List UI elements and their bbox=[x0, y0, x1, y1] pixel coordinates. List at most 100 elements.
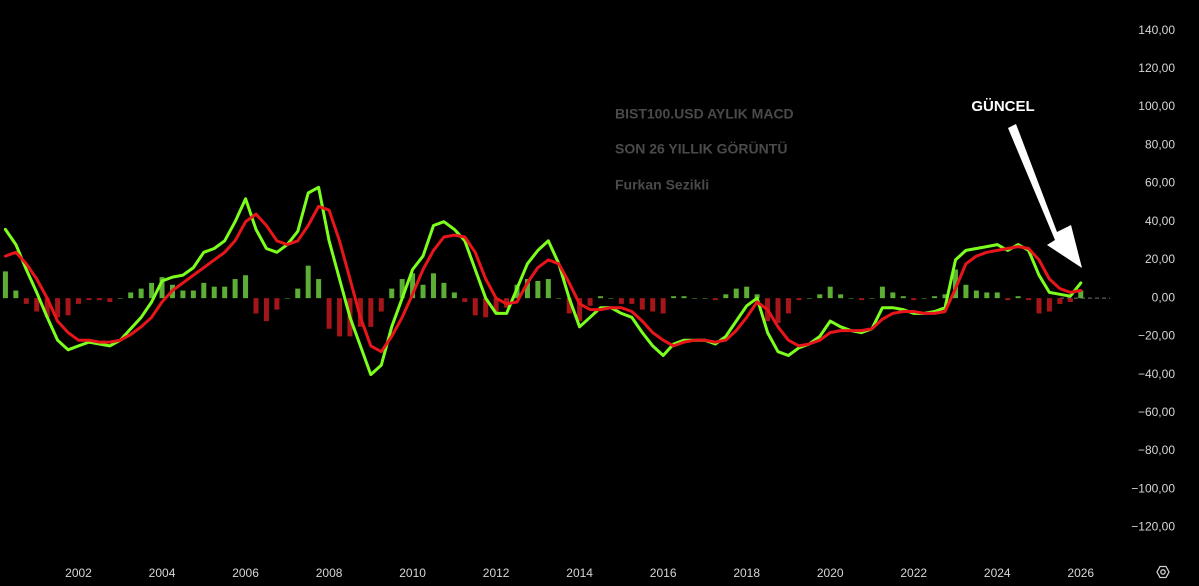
histogram-bar bbox=[869, 298, 875, 299]
histogram-bar bbox=[305, 265, 311, 299]
histogram-bar bbox=[1036, 298, 1042, 314]
histogram-bar bbox=[232, 279, 238, 299]
histogram-bar bbox=[556, 298, 562, 299]
callout: GÜNCEL bbox=[971, 98, 1034, 115]
histogram-bar bbox=[1005, 298, 1011, 301]
y-tick-label: 0,00 bbox=[1152, 290, 1176, 304]
y-tick-label: 20,00 bbox=[1145, 252, 1175, 266]
histogram-bar bbox=[942, 294, 948, 299]
histogram-bar bbox=[44, 298, 50, 318]
histogram-bar bbox=[1026, 298, 1032, 301]
histogram-bar bbox=[138, 288, 144, 299]
histogram-bar bbox=[608, 298, 614, 299]
series-line bbox=[3, 185, 1083, 377]
histogram-bar bbox=[410, 273, 416, 299]
histogram-bar bbox=[462, 298, 468, 302]
histogram-bar bbox=[117, 298, 123, 299]
histogram-bar bbox=[890, 292, 896, 299]
histogram-bar bbox=[691, 298, 697, 299]
histogram-bar bbox=[253, 298, 259, 314]
x-tick-label: 2010 bbox=[399, 566, 426, 580]
histogram-bar bbox=[733, 288, 739, 299]
histogram-bar bbox=[284, 298, 290, 299]
x-tick-label: 2026 bbox=[1067, 566, 1094, 580]
histogram-bar bbox=[451, 292, 457, 299]
histogram-bar bbox=[545, 279, 551, 299]
histogram-bar bbox=[472, 298, 478, 316]
y-tick-label: −100,00 bbox=[1131, 481, 1175, 495]
histogram-bar bbox=[702, 298, 708, 299]
histogram-bar bbox=[23, 298, 29, 304]
histogram-bar bbox=[827, 286, 833, 299]
histogram-bar bbox=[671, 296, 677, 299]
y-tick-label: −80,00 bbox=[1138, 443, 1175, 457]
histogram-bar bbox=[1057, 298, 1063, 304]
y-tick-label: 140,00 bbox=[1138, 23, 1175, 37]
histogram-bar bbox=[326, 298, 332, 329]
y-tick-label: 60,00 bbox=[1145, 176, 1175, 190]
histogram-bar bbox=[378, 298, 384, 312]
histogram-bar bbox=[295, 288, 301, 299]
histogram-bar bbox=[994, 292, 1000, 299]
histogram-bar bbox=[754, 294, 760, 299]
histogram-bar bbox=[128, 292, 134, 299]
histogram-bar bbox=[180, 290, 186, 299]
histogram-bar bbox=[712, 298, 718, 301]
histogram-bar bbox=[107, 298, 113, 302]
histogram-bar bbox=[963, 284, 969, 299]
histogram-bar bbox=[775, 298, 781, 324]
x-tick-label: 2002 bbox=[65, 566, 92, 580]
histogram-bar bbox=[65, 298, 71, 316]
histogram-bar bbox=[399, 279, 405, 299]
histogram-bar bbox=[201, 282, 207, 299]
x-tick-label: 2016 bbox=[650, 566, 677, 580]
histogram-bar bbox=[681, 296, 687, 299]
callout-arrow bbox=[1008, 124, 1082, 268]
histogram-bar bbox=[650, 298, 656, 312]
settings-icon[interactable] bbox=[1156, 565, 1170, 579]
x-tick-label: 2006 bbox=[232, 566, 259, 580]
y-tick-label: −40,00 bbox=[1138, 367, 1175, 381]
histogram-bar bbox=[817, 294, 823, 299]
histogram-bar bbox=[932, 296, 938, 299]
histogram-bar bbox=[274, 298, 280, 310]
histogram-bar bbox=[629, 298, 635, 304]
annotation: SON 26 YILLIK GÖRÜNTÜ bbox=[615, 141, 787, 157]
histogram-bar bbox=[723, 294, 729, 299]
x-tick-label: 2020 bbox=[817, 566, 844, 580]
histogram-bar bbox=[984, 292, 990, 299]
histogram-bar bbox=[1078, 290, 1084, 299]
x-tick-label: 2022 bbox=[900, 566, 927, 580]
histogram-bar bbox=[973, 290, 979, 299]
y-tick-label: 80,00 bbox=[1145, 137, 1175, 151]
histogram-bar bbox=[420, 284, 426, 299]
histogram-bar bbox=[879, 286, 885, 299]
y-tick-label: 40,00 bbox=[1145, 214, 1175, 228]
histogram-bar bbox=[483, 298, 489, 318]
histogram-bar bbox=[222, 286, 228, 299]
y-tick-label: −60,00 bbox=[1138, 405, 1175, 419]
histogram-bar bbox=[76, 298, 82, 304]
histogram-bar bbox=[96, 298, 102, 301]
histogram-bar bbox=[587, 298, 593, 306]
histogram-bar bbox=[566, 298, 572, 314]
histogram-bar bbox=[859, 298, 865, 301]
histogram-bar bbox=[2, 271, 8, 299]
histogram-bar bbox=[1046, 298, 1052, 312]
histogram-bar bbox=[744, 286, 750, 299]
histogram-bar bbox=[86, 298, 92, 301]
histogram-bar bbox=[639, 298, 645, 310]
histogram-bar bbox=[796, 298, 802, 301]
histogram-bar bbox=[149, 282, 155, 299]
histogram-bar bbox=[1067, 298, 1073, 302]
histogram-bar bbox=[430, 273, 436, 299]
annotation: Furkan Sezikli bbox=[615, 177, 709, 193]
histogram-bar bbox=[13, 290, 19, 299]
x-tick-label: 2004 bbox=[149, 566, 176, 580]
histogram-bar bbox=[389, 288, 395, 299]
annotation: BIST100.USD AYLIK MACD bbox=[615, 106, 794, 122]
x-tick-label: 2008 bbox=[316, 566, 343, 580]
histogram-bar bbox=[900, 296, 906, 299]
